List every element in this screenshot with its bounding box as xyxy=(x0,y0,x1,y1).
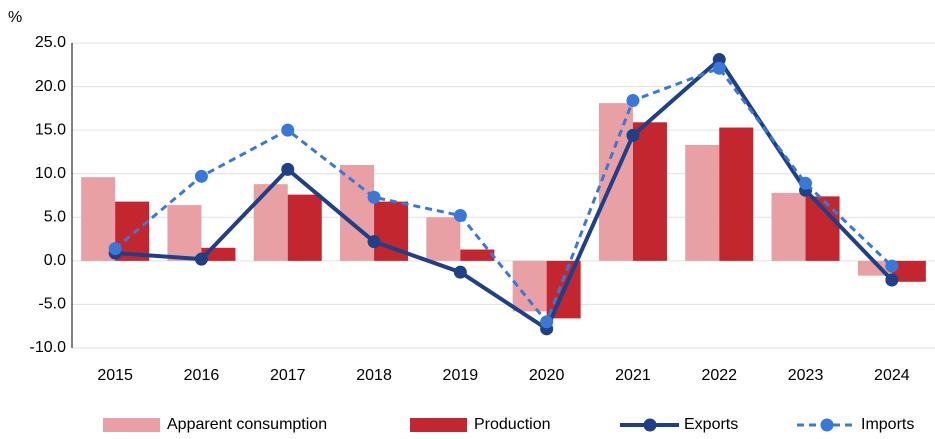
point xyxy=(194,252,208,266)
bar xyxy=(340,165,375,261)
legend-swatch xyxy=(820,418,834,432)
point xyxy=(108,242,122,256)
point xyxy=(626,128,640,142)
bar xyxy=(632,122,667,261)
bar xyxy=(598,103,633,261)
x-tick-label: 2017 xyxy=(270,367,306,384)
point xyxy=(540,315,554,329)
x-tick-label: 2019 xyxy=(443,367,479,384)
point xyxy=(367,190,381,204)
x-tick-label: 2021 xyxy=(615,367,651,384)
point xyxy=(194,169,208,183)
line xyxy=(115,56,894,332)
y-tick-label: -5.0 xyxy=(38,296,66,313)
y-tick-label: 10.0 xyxy=(35,165,66,182)
legend-label: Imports xyxy=(861,416,914,433)
y-unit-label: % xyxy=(8,9,22,26)
point xyxy=(281,123,295,137)
y-tick-label: 0.0 xyxy=(44,252,66,269)
x-tick-label: 2018 xyxy=(356,367,392,384)
y-tick-label: 15.0 xyxy=(35,121,66,138)
y-tick-label: -10.0 xyxy=(30,339,67,356)
x-tick-label: 2024 xyxy=(874,367,910,384)
point xyxy=(799,176,813,190)
y-tick-label: 20.0 xyxy=(35,78,66,95)
x-tick-label: 2022 xyxy=(701,367,737,384)
bar xyxy=(426,217,461,261)
bar xyxy=(891,260,926,282)
bar xyxy=(719,127,754,261)
y-tick-label: 25.0 xyxy=(35,34,66,51)
legend-label: Apparent consumption xyxy=(167,416,327,433)
legend-swatch xyxy=(410,418,467,432)
bar xyxy=(167,205,202,261)
y-tick-label: 5.0 xyxy=(44,209,66,226)
x-tick-label: 2023 xyxy=(788,367,824,384)
point xyxy=(885,273,899,287)
line xyxy=(114,66,893,325)
point xyxy=(885,259,899,273)
x-tick-label: 2016 xyxy=(184,367,220,384)
x-tick-label: 2015 xyxy=(97,367,133,384)
bar xyxy=(771,192,806,261)
point xyxy=(626,94,640,108)
bar xyxy=(685,144,720,261)
bar xyxy=(253,184,288,261)
point xyxy=(453,209,467,223)
legend-label: Exports xyxy=(684,416,738,433)
legend-label: Production xyxy=(474,416,551,433)
bar xyxy=(460,249,495,261)
point xyxy=(367,235,381,249)
legend-swatch xyxy=(643,418,657,432)
point xyxy=(281,162,295,176)
point xyxy=(712,61,726,75)
bar xyxy=(287,194,322,261)
point xyxy=(453,265,467,279)
x-tick-label: 2020 xyxy=(529,367,565,384)
legend-swatch xyxy=(103,418,160,432)
